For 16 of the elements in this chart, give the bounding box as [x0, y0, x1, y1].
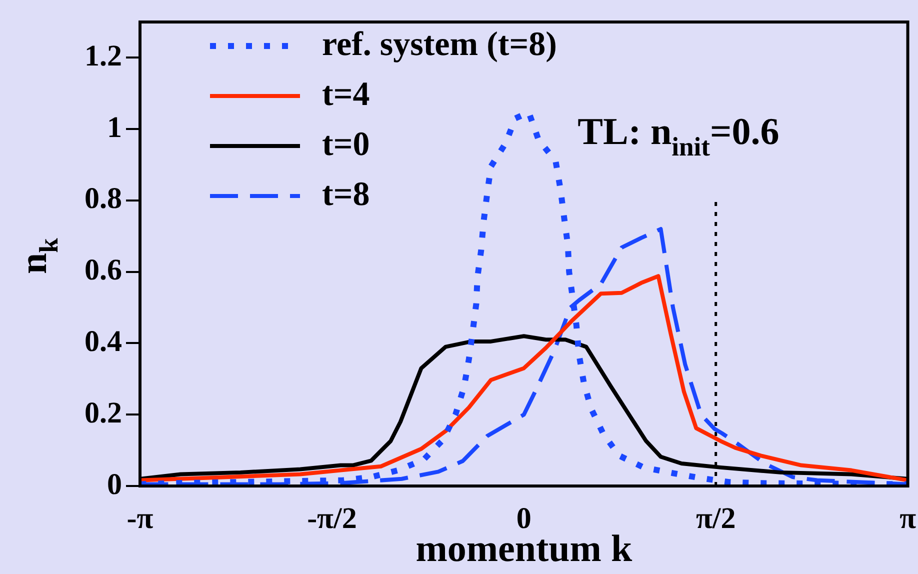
y-tick-label: 1.2 — [84, 39, 122, 72]
legend-label: t=4 — [322, 76, 370, 113]
legend-label: t=0 — [322, 126, 370, 163]
y-tick-label: 1 — [107, 110, 122, 144]
x-tick-label: -π — [126, 502, 154, 535]
y-tick-label: 0.8 — [84, 182, 122, 216]
x-tick-label: π — [900, 502, 917, 535]
y-tick-label: 0.6 — [84, 254, 122, 287]
y-axis-title: nk — [13, 238, 64, 274]
y-tick-label: 0 — [107, 468, 122, 501]
x-tick-label: π/2 — [696, 502, 736, 535]
y-tick-label: 0.2 — [84, 396, 122, 430]
legend-label: t=8 — [322, 176, 370, 213]
y-tick-label: 0.4 — [84, 324, 122, 358]
x-tick-label: -π/2 — [307, 502, 357, 535]
legend-label: ref. system (t=8) — [322, 26, 557, 63]
